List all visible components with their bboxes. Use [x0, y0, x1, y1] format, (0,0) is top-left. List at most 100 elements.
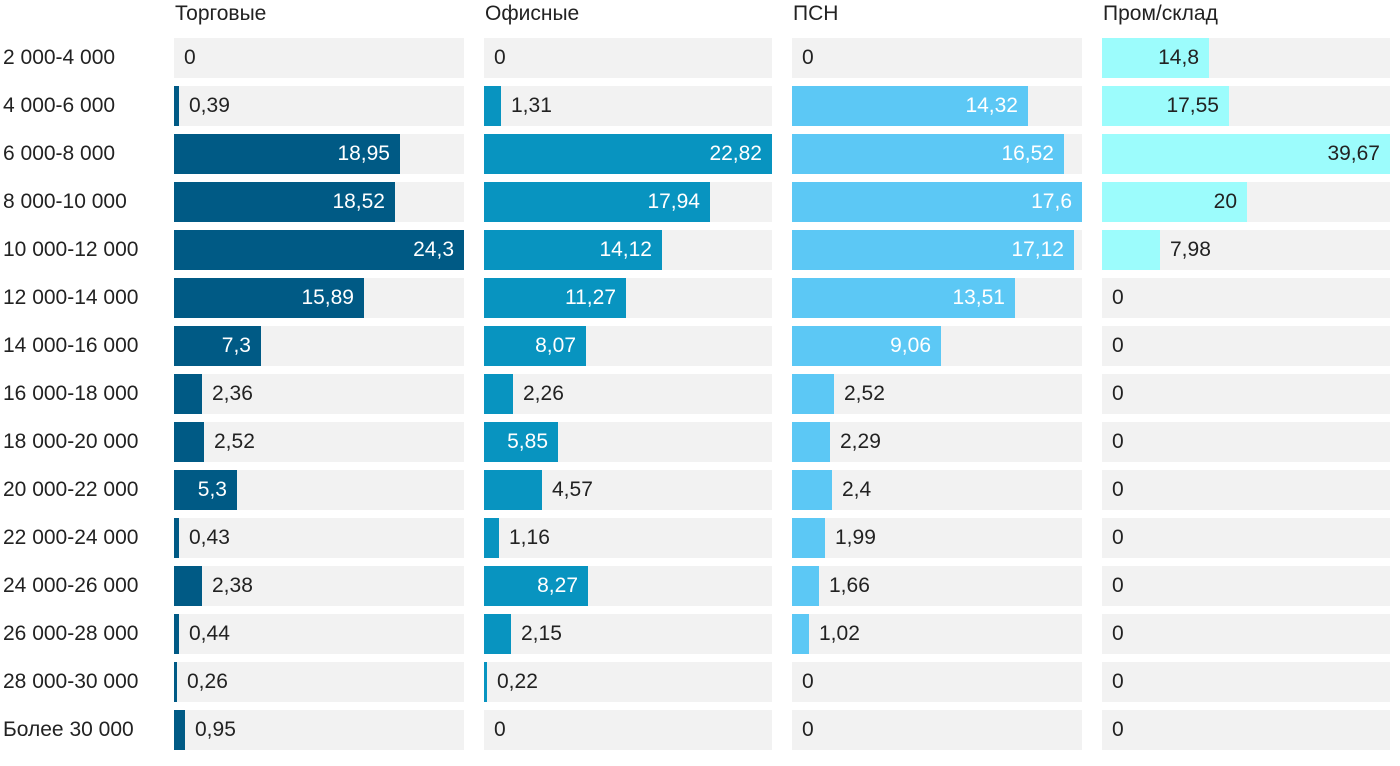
bar	[1102, 38, 1209, 78]
bar	[174, 710, 185, 750]
data-label: 16,52	[1001, 142, 1054, 165]
data-label: 17,94	[647, 190, 700, 213]
series-title: Пром/склад	[1103, 2, 1218, 25]
bar-track: 8,27	[484, 566, 772, 606]
bar	[1102, 182, 1247, 222]
data-label: 0,44	[189, 622, 230, 645]
category-label: 20 000-22 000	[3, 478, 139, 501]
data-label: 2,38	[212, 574, 253, 597]
bar-track: 0	[792, 38, 1082, 78]
bar-track: 5,85	[484, 422, 772, 462]
data-label: 0,22	[497, 670, 538, 693]
bar-track: 0	[1102, 326, 1390, 366]
bar	[484, 278, 626, 318]
bar-track: 0	[1102, 662, 1390, 702]
data-label: 2,52	[214, 430, 255, 453]
data-label: 17,12	[1011, 238, 1064, 261]
bar-track: 5,3	[174, 470, 464, 510]
data-label: 18,95	[337, 142, 390, 165]
category-label: 8 000-10 000	[3, 190, 127, 213]
data-label: 5,85	[507, 430, 548, 453]
bar-track: 2,52	[174, 422, 464, 462]
data-label: 9,06	[890, 334, 931, 357]
category-label: 4 000-6 000	[3, 94, 116, 117]
bar-track: 0	[1102, 374, 1390, 414]
data-label: 8,27	[537, 574, 578, 597]
bar	[174, 422, 204, 462]
bar-track: 7,3	[174, 326, 464, 366]
bar-track: 2,38	[174, 566, 464, 606]
data-label: 11,27	[565, 286, 616, 309]
data-label: 1,31	[511, 94, 552, 117]
data-label: 0	[1112, 622, 1124, 645]
data-label: 1,66	[829, 574, 870, 597]
bar	[174, 326, 261, 366]
data-label: 17,55	[1166, 94, 1219, 117]
data-label: 0,43	[189, 526, 230, 549]
bar-track: 17,12	[792, 230, 1082, 270]
data-label: 0	[1112, 574, 1124, 597]
bar-track: 20	[1102, 182, 1390, 222]
category-label: 6 000-8 000	[3, 142, 116, 165]
bar	[792, 374, 834, 414]
bar	[484, 422, 558, 462]
bar-track: 0	[1102, 278, 1390, 318]
data-label: 7,98	[1170, 238, 1211, 261]
bar-track: 17,55	[1102, 86, 1390, 126]
bar-track: 39,67	[1102, 134, 1390, 174]
bar-track: 0	[792, 710, 1082, 750]
series-title: Офисные	[485, 2, 580, 25]
data-label: 2,29	[840, 430, 881, 453]
bar	[484, 326, 586, 366]
category-label: Более 30 000	[3, 718, 134, 741]
data-label: 17,6	[1031, 190, 1072, 213]
bar-track: 18,95	[174, 134, 464, 174]
bar	[174, 230, 464, 270]
bar-track: 0,26	[174, 662, 464, 702]
bar	[792, 326, 941, 366]
bar-track: 0	[1102, 614, 1390, 654]
data-label: 0	[802, 718, 814, 741]
bar-track: 2,29	[792, 422, 1082, 462]
bar-track: 2,15	[484, 614, 772, 654]
data-label: 1,99	[835, 526, 876, 549]
data-label: 2,4	[842, 478, 872, 501]
data-label: 39,67	[1327, 142, 1380, 165]
bar-track: 0	[1102, 422, 1390, 462]
bar-track: 8,07	[484, 326, 772, 366]
bar-track: 0	[792, 662, 1082, 702]
bar	[484, 470, 542, 510]
category-label: 28 000-30 000	[3, 670, 139, 693]
bar	[484, 614, 511, 654]
bar-track: 13,51	[792, 278, 1082, 318]
bar-track: 0	[1102, 470, 1390, 510]
bar-track: 1,99	[792, 518, 1082, 558]
bar	[174, 86, 179, 126]
bar	[792, 230, 1074, 270]
bar-track: 0	[174, 38, 464, 78]
data-label: 1,16	[509, 526, 550, 549]
bar	[792, 614, 809, 654]
bar-track: 0,39	[174, 86, 464, 126]
data-label: 13,51	[952, 286, 1005, 309]
bar-track: 4,57	[484, 470, 772, 510]
bar	[174, 374, 202, 414]
bar-track: 0	[484, 38, 772, 78]
bar-track: 0,44	[174, 614, 464, 654]
bar-track: 16,52	[792, 134, 1082, 174]
data-label: 0	[1112, 334, 1124, 357]
category-label: 14 000-16 000	[3, 334, 139, 357]
bar	[792, 518, 825, 558]
category-label: 24 000-26 000	[3, 574, 139, 597]
bar	[174, 182, 395, 222]
bar-track: 2,52	[792, 374, 1082, 414]
data-label: 22,82	[709, 142, 762, 165]
data-label: 0	[1112, 430, 1124, 453]
bar	[174, 662, 177, 702]
bar-track: 0,95	[174, 710, 464, 750]
data-label: 1,02	[819, 622, 860, 645]
bar	[792, 278, 1015, 318]
data-label: 14,8	[1158, 46, 1199, 69]
data-label: 5,3	[197, 478, 227, 501]
bar-track: 17,6	[792, 182, 1082, 222]
